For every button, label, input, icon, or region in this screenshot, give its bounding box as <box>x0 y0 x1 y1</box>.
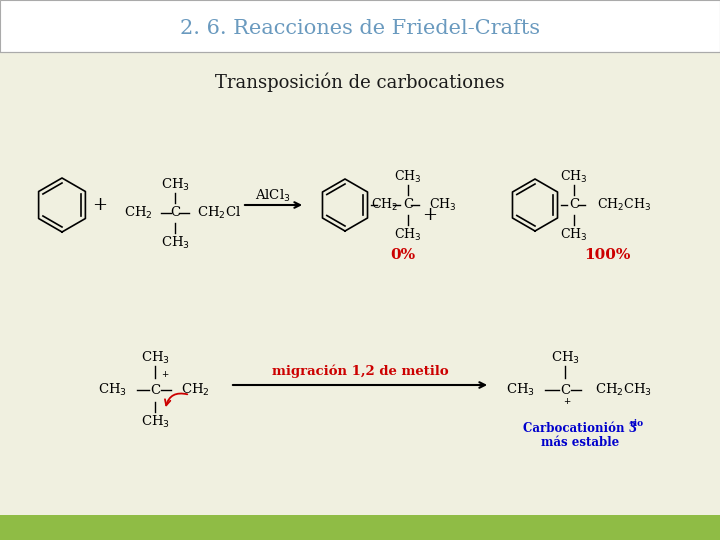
Text: C: C <box>403 199 413 212</box>
Text: 0%: 0% <box>390 248 415 262</box>
Text: CH$_3$: CH$_3$ <box>395 227 422 243</box>
Text: CH$_3$: CH$_3$ <box>560 169 588 185</box>
Text: CH$_2$: CH$_2$ <box>181 382 210 398</box>
Text: $^+$: $^+$ <box>160 370 170 383</box>
Text: CH$_2$: CH$_2$ <box>125 205 153 221</box>
Text: CH$_3$: CH$_3$ <box>161 235 189 251</box>
Text: CH$_2$CH$_3$: CH$_2$CH$_3$ <box>595 382 652 398</box>
Text: CH$_3$: CH$_3$ <box>395 169 422 185</box>
Text: CH$_3$: CH$_3$ <box>98 382 127 398</box>
Text: CH$_2$Cl: CH$_2$Cl <box>197 205 241 221</box>
Text: C: C <box>170 206 180 219</box>
Text: AlCl$_3$: AlCl$_3$ <box>256 188 291 204</box>
Text: 100%: 100% <box>584 248 630 262</box>
Text: Carbocationión 3: Carbocationión 3 <box>523 422 637 435</box>
Text: CH$_2$: CH$_2$ <box>372 197 399 213</box>
FancyBboxPatch shape <box>0 515 720 540</box>
Text: C: C <box>150 383 160 396</box>
Text: migración 1,2 de metilo: migración 1,2 de metilo <box>271 364 449 378</box>
Text: C: C <box>569 199 579 212</box>
Text: CH$_3$: CH$_3$ <box>506 382 535 398</box>
FancyBboxPatch shape <box>0 0 720 52</box>
Text: C: C <box>560 383 570 396</box>
Text: +: + <box>92 196 107 214</box>
Text: Transposición de carbocationes: Transposición de carbocationes <box>215 72 505 92</box>
Text: $^+$: $^+$ <box>562 397 572 410</box>
Text: CH$_3$: CH$_3$ <box>560 227 588 243</box>
Text: CH$_3$: CH$_3$ <box>161 177 189 193</box>
Text: CH$_3$: CH$_3$ <box>429 197 456 213</box>
Text: CH$_3$: CH$_3$ <box>140 414 169 430</box>
Text: CH$_3$: CH$_3$ <box>551 350 580 366</box>
Text: +: + <box>423 206 438 224</box>
Text: más estable: más estable <box>541 436 619 449</box>
Text: 2. 6. Reacciones de Friedel-Crafts: 2. 6. Reacciones de Friedel-Crafts <box>180 18 540 37</box>
Text: rio: rio <box>630 418 644 428</box>
Text: CH$_3$: CH$_3$ <box>140 350 169 366</box>
Text: CH$_2$CH$_3$: CH$_2$CH$_3$ <box>597 197 651 213</box>
